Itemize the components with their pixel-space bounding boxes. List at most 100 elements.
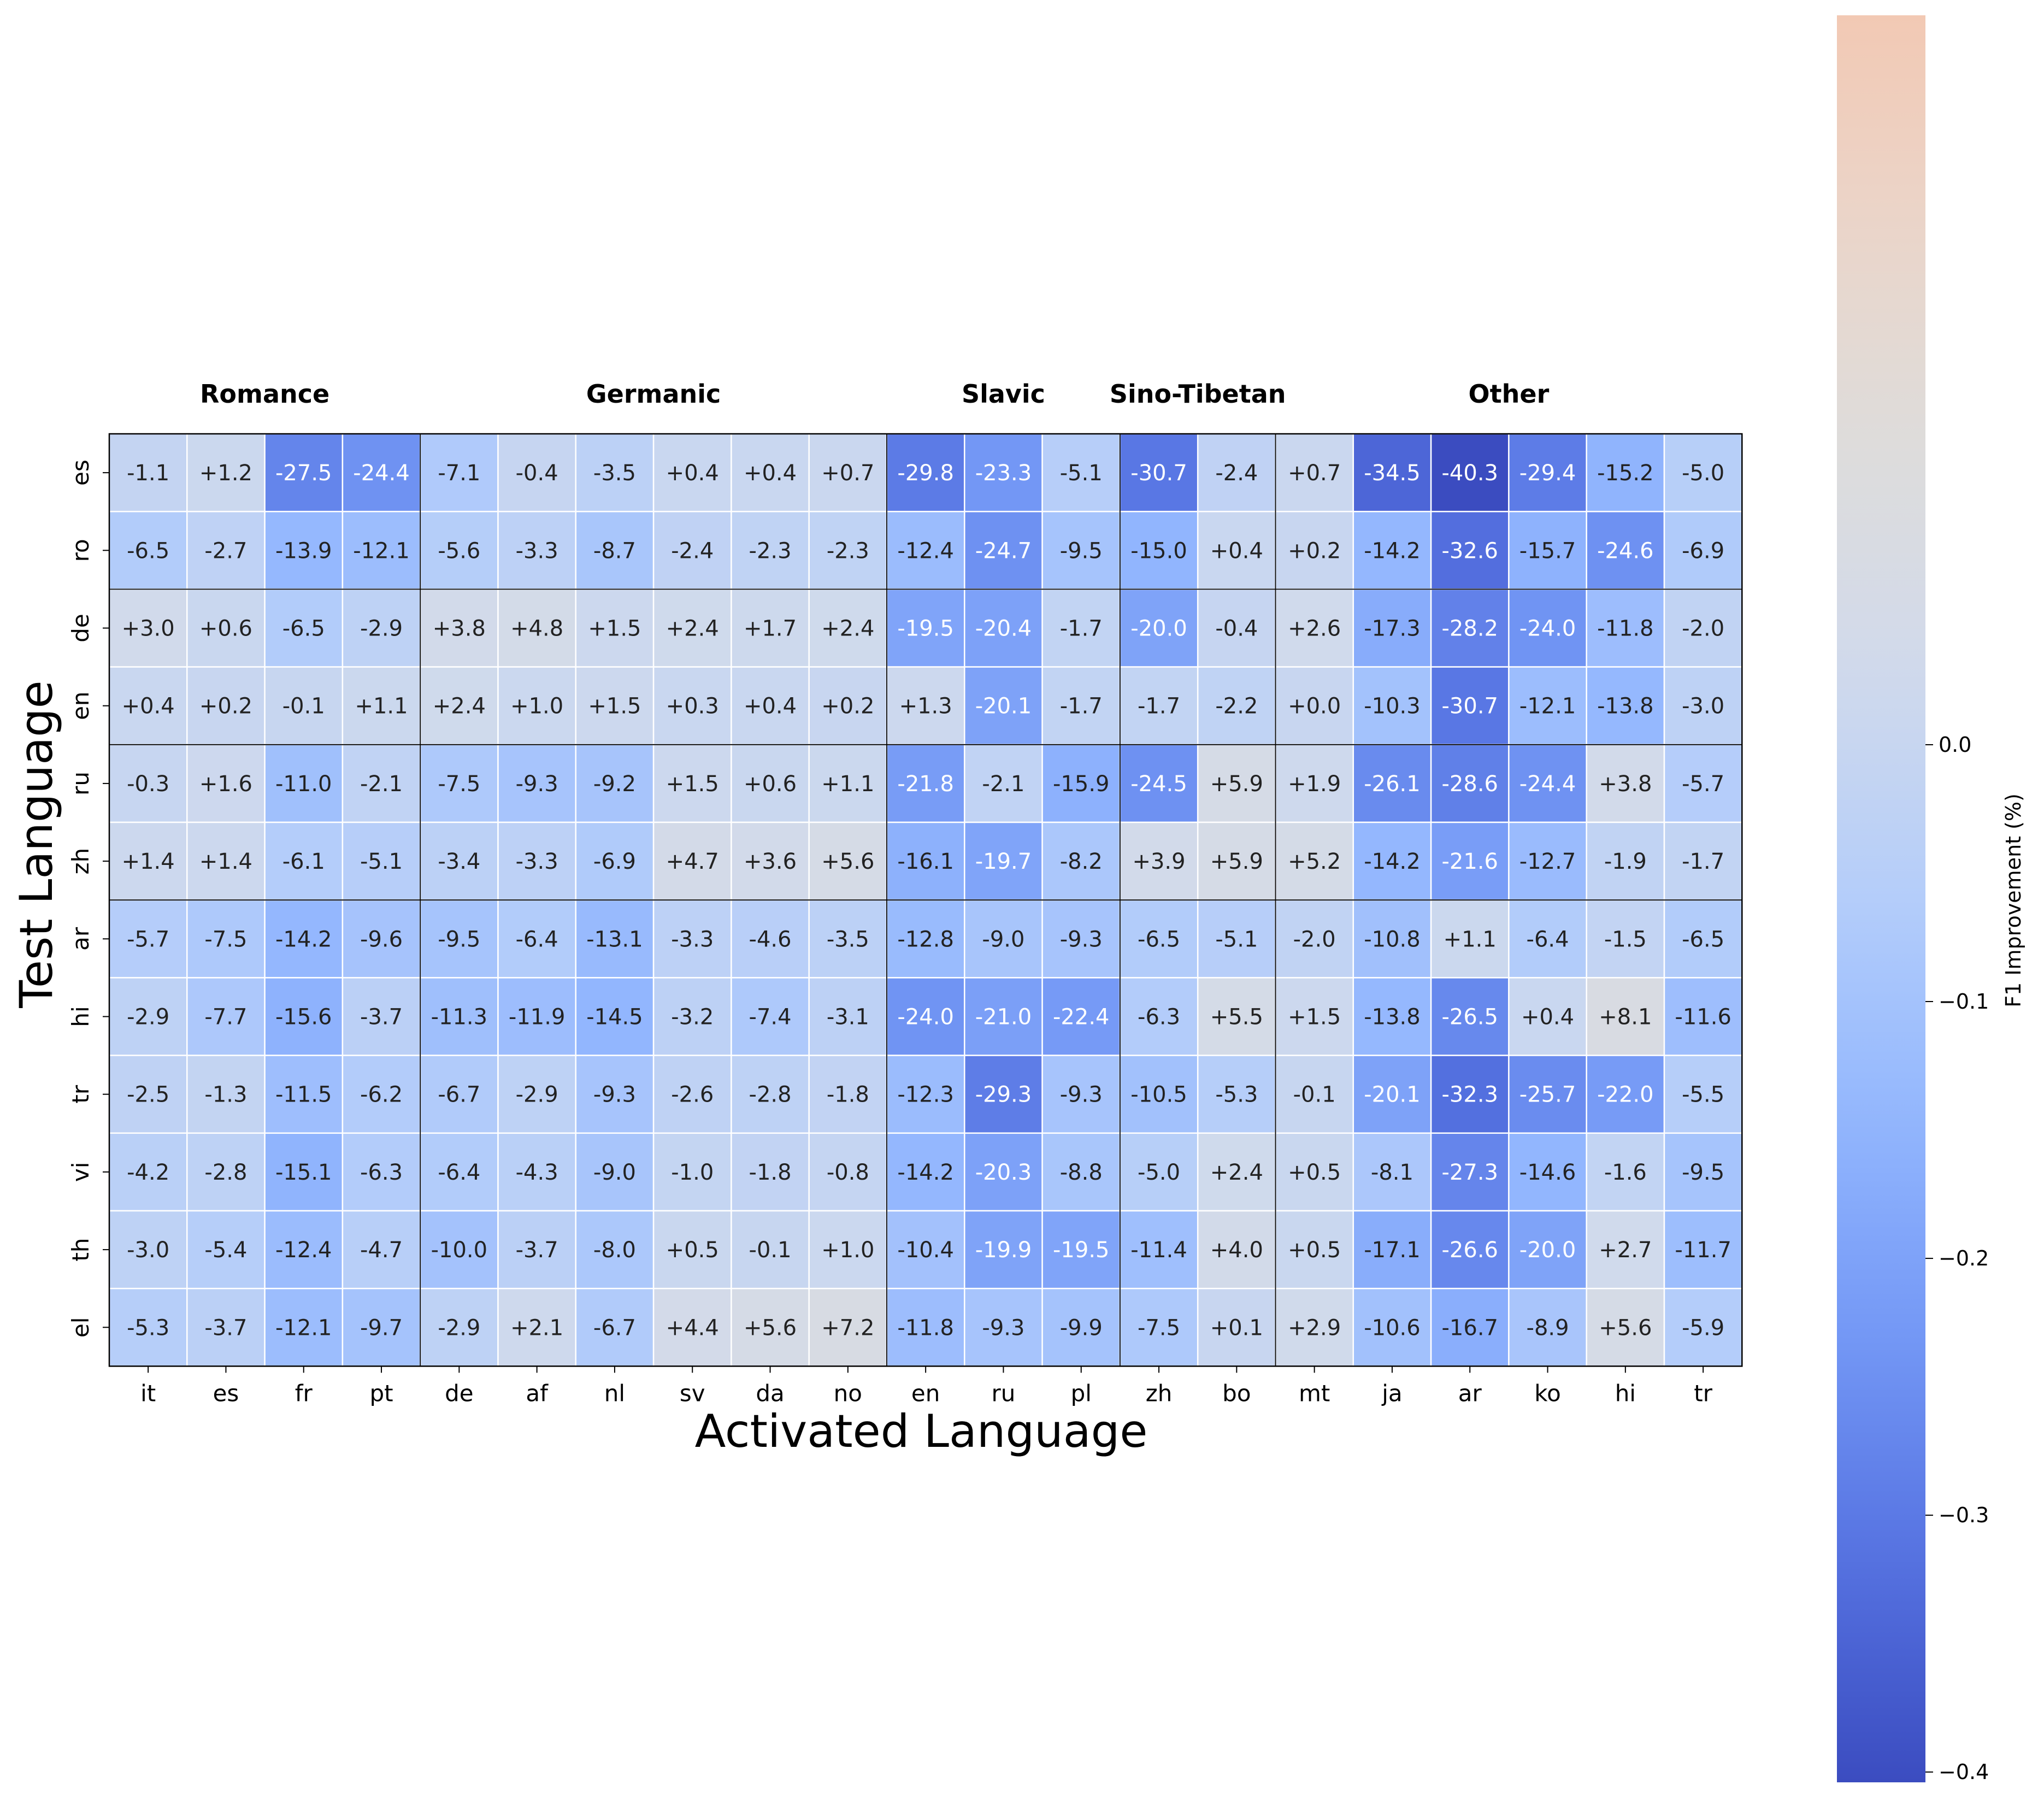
heatmap-cell — [964, 977, 1043, 1056]
heatmap-cell — [964, 744, 1043, 823]
heatmap-cell — [652, 1132, 732, 1212]
cell-value-label: -29.4 — [1519, 461, 1576, 486]
cell-value-label: +1.5 — [588, 616, 641, 641]
cell-value-label: -6.4 — [438, 1160, 480, 1185]
heatmap-cell — [1119, 433, 1199, 513]
heatmap-cell — [341, 1287, 421, 1367]
cell-value-label: -24.7 — [975, 538, 1032, 563]
cell-value-label: -29.3 — [975, 1082, 1032, 1108]
cell-value-label: -12.1 — [275, 1315, 332, 1340]
x-axis-label: Activated Language — [695, 1405, 1148, 1458]
cell-value-label: -11.8 — [897, 1315, 954, 1340]
heatmap-cell — [575, 666, 655, 746]
heatmap-cell — [652, 588, 732, 668]
cell-value-label: -7.5 — [438, 772, 480, 797]
cell-value-label: -34.5 — [1364, 461, 1421, 486]
cell-value-label: -11.0 — [275, 772, 332, 797]
heatmap-cell — [341, 977, 421, 1056]
heatmap-cell — [108, 433, 188, 513]
cell-value-label: -5.1 — [360, 849, 403, 874]
cell-value-label: -19.5 — [897, 616, 954, 641]
cell-value-label: -3.5 — [827, 927, 869, 952]
cell-value-label: +4.8 — [510, 616, 563, 641]
x-tick-label: en — [911, 1380, 940, 1406]
heatmap-cell — [419, 744, 499, 823]
cell-value-label: -7.4 — [749, 1005, 792, 1030]
heatmap-cell — [497, 821, 577, 901]
heatmap-cell — [1352, 433, 1432, 513]
heatmap-cell — [1508, 433, 1587, 513]
cell-value-label: -6.5 — [127, 538, 169, 563]
heatmap-cell — [186, 744, 266, 823]
heatmap-cell — [575, 899, 655, 979]
heatmap-cell — [1663, 1287, 1743, 1367]
cell-value-label: -2.9 — [360, 616, 403, 641]
heatmap-cell — [1197, 744, 1276, 823]
heatmap-cell — [419, 1132, 499, 1212]
cell-value-label: -2.8 — [204, 1160, 247, 1185]
group-label: Slavic — [962, 379, 1045, 409]
cell-value-label: +1.5 — [1288, 1005, 1341, 1030]
heatmap-cell — [1508, 666, 1587, 746]
cell-value-label: +1.0 — [510, 694, 563, 719]
heatmap-cell — [808, 666, 888, 746]
heatmap-cell — [341, 1055, 421, 1134]
cell-value-label: -17.1 — [1364, 1238, 1421, 1263]
heatmap-cell — [186, 977, 266, 1056]
heatmap-cell — [341, 1210, 421, 1289]
cell-value-label: -10.5 — [1130, 1082, 1187, 1108]
x-tick-label: es — [213, 1380, 239, 1406]
x-axis-ticks: it es fr pt de af nl sv da no en ru pl zh bo mt ja ar ko hi… — [140, 1366, 1713, 1406]
cell-value-label: -2.9 — [127, 1005, 169, 1030]
cell-value-label: -3.7 — [360, 1005, 403, 1030]
cell-value-label: -1.8 — [749, 1160, 792, 1185]
cell-value-label: -27.3 — [1442, 1160, 1499, 1185]
cell-value-label: -2.4 — [1215, 461, 1258, 486]
cell-value-label: +1.4 — [122, 849, 175, 874]
cell-value-label: -24.4 — [353, 461, 410, 486]
group-label: Sino-Tibetan — [1110, 379, 1286, 409]
cell-value-label: -14.6 — [1519, 1160, 1576, 1185]
y-tick-label: el — [67, 1317, 94, 1338]
cell-value-label: -12.7 — [1519, 849, 1576, 874]
cell-value-label: +1.4 — [199, 849, 252, 874]
cell-value-label: -9.3 — [516, 772, 558, 797]
cell-value-label: -13.8 — [1597, 694, 1654, 719]
cell-value-label: -2.0 — [1293, 927, 1336, 952]
heatmap-cell — [1430, 821, 1510, 901]
heatmap-cell — [1197, 433, 1276, 513]
cell-value-label: -2.1 — [360, 772, 403, 797]
y-tick-label: ru — [67, 772, 94, 796]
cell-value-label: +0.3 — [666, 694, 719, 719]
cell-value-label: +2.4 — [666, 616, 719, 641]
cell-value-label: -20.1 — [975, 694, 1032, 719]
x-tick-label: ko — [1534, 1380, 1561, 1406]
cell-value-label: -20.1 — [1364, 1082, 1421, 1108]
heatmap-cell — [1352, 899, 1432, 979]
cell-value-label: -19.7 — [975, 849, 1032, 874]
cell-value-label: -6.2 — [360, 1082, 403, 1108]
cell-value-label: -5.3 — [1215, 1082, 1258, 1108]
heatmap-cell — [886, 666, 965, 746]
cell-value-label: +2.7 — [1599, 1238, 1652, 1263]
heatmap-cell — [808, 821, 888, 901]
cell-value-label: -26.5 — [1442, 1005, 1499, 1030]
cell-value-label: -10.8 — [1364, 927, 1421, 952]
cell-value-label: -16.1 — [897, 849, 954, 874]
heatmap-cell — [886, 899, 965, 979]
cell-value-label: -1.3 — [204, 1082, 247, 1108]
y-tick-label: hi — [67, 1006, 94, 1027]
heatmap-cell — [1663, 433, 1743, 513]
heatmap-cell — [341, 1132, 421, 1212]
cell-value-label: -0.8 — [827, 1160, 869, 1185]
cell-value-label: +2.4 — [821, 616, 874, 641]
heatmap-cell — [1275, 1132, 1354, 1212]
heatmap-cell — [575, 1132, 655, 1212]
heatmap-cell — [1119, 821, 1199, 901]
heatmap-cell — [264, 1132, 344, 1212]
x-tick-label: nl — [604, 1380, 625, 1406]
heatmap-cell — [264, 744, 344, 823]
heatmap-cell — [1041, 1210, 1121, 1289]
cell-value-label: -5.0 — [1138, 1160, 1180, 1185]
cell-value-label: +3.9 — [1132, 849, 1185, 874]
